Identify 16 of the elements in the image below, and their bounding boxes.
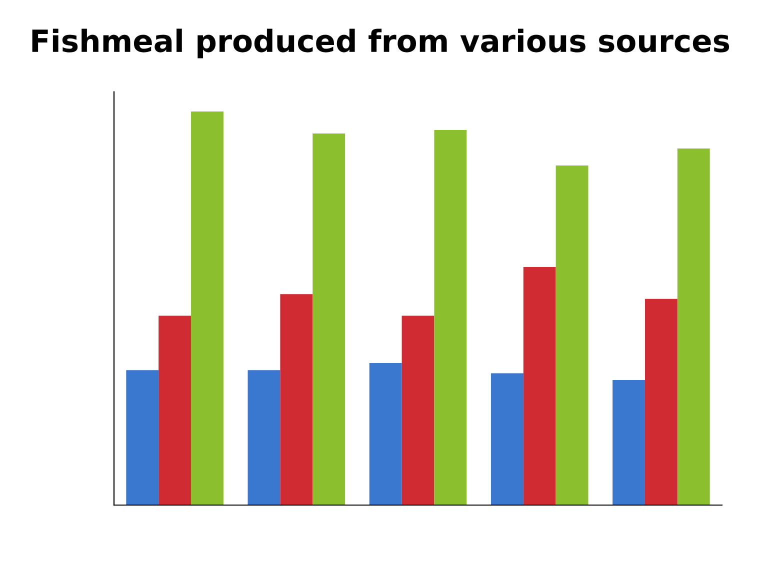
bar: [612, 380, 645, 506]
bar: [248, 370, 280, 506]
bar: [369, 363, 402, 506]
chart-title: Fishmeal produced from various sources: [32, 28, 730, 58]
bar: [126, 370, 159, 506]
bar: [280, 294, 313, 506]
bar: [402, 316, 434, 506]
bar: [523, 266, 556, 506]
bar: [490, 373, 524, 506]
bar: [191, 112, 224, 506]
bar: [644, 298, 678, 506]
bar: [158, 316, 192, 506]
bar: [556, 165, 588, 506]
bar: [312, 134, 346, 506]
bar: [434, 130, 467, 506]
bar: [677, 148, 710, 506]
